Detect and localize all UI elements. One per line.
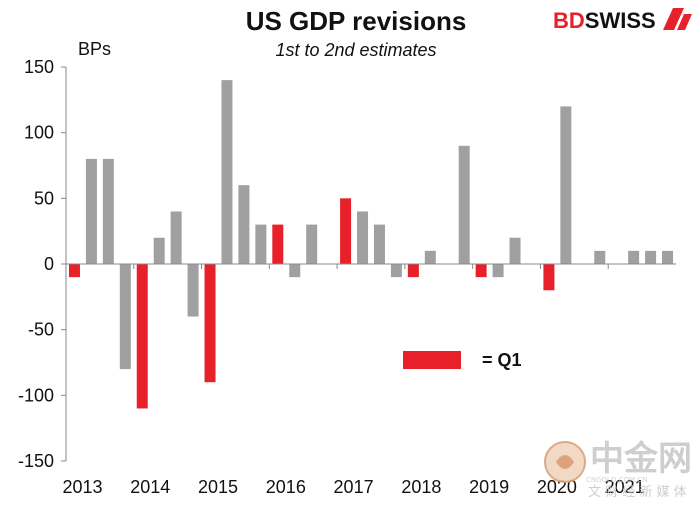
x-tick-label-2017: 2017 (334, 477, 374, 497)
svg-text:BDSWISS: BDSWISS (553, 8, 656, 33)
bar-2015-q2 (221, 80, 233, 264)
x-axis-ticks: 2013 2014 2015 2016 2017 2018 2019 2020 2021 (62, 264, 645, 497)
y-axis-label: BPs (78, 39, 111, 59)
bar-2014-q3 (170, 211, 182, 264)
bar-2017-q4 (390, 264, 402, 278)
bar-2014-q2 (153, 237, 165, 264)
bar-2019-q2 (492, 264, 504, 278)
bar-2015-q1 (204, 264, 216, 383)
x-tick-label-2013: 2013 (62, 477, 102, 497)
bar-2020-q4 (594, 250, 606, 264)
watermark-subtext: 文 财 经 新 媒 体 (588, 484, 687, 500)
bar-2016-q1 (272, 224, 284, 264)
bar-2021-q4 (662, 250, 674, 264)
bar-2016-q2 (289, 264, 301, 278)
y-tick-label: 50 (34, 188, 54, 208)
y-tick-label: -50 (28, 320, 54, 340)
bar-2019-q1 (475, 264, 487, 278)
y-axis-ticks: 150 100 50 0 -50 -100 -150 (18, 57, 66, 471)
y-tick-label: -150 (18, 451, 54, 471)
bar-2018-q2 (424, 250, 436, 264)
brand-part-bd: BD (553, 8, 585, 33)
legend-label-q1: = Q1 (482, 350, 522, 370)
bar-2013-q3 (102, 158, 114, 264)
bar-2013-q1 (68, 264, 80, 278)
bar-2021-q3 (645, 250, 657, 264)
chart-title: US GDP revisions (246, 6, 467, 36)
y-tick-label: -100 (18, 385, 54, 405)
watermark-domain: CNGOLD.COM.CN (586, 476, 647, 484)
bdswiss-logo: BDSWISS (553, 8, 692, 33)
x-tick-label-2014: 2014 (130, 477, 170, 497)
bar-2017-q1 (340, 198, 352, 264)
y-tick-label: 0 (44, 254, 54, 274)
brand-slash-icon (663, 8, 692, 30)
bar-2018-q4 (458, 145, 470, 264)
x-tick-label-2016: 2016 (266, 477, 306, 497)
bar-2015-q4 (255, 224, 267, 264)
watermark: 中金网 CNGOLD.COM.CN 文 财 经 新 媒 体 (544, 439, 692, 500)
bar-series (68, 80, 674, 409)
legend-swatch-q1 (403, 351, 461, 369)
bar-2020-q1 (543, 264, 555, 291)
y-tick-label: 150 (24, 57, 54, 77)
bar-2014-q1 (136, 264, 148, 409)
bar-2016-q3 (306, 224, 318, 264)
legend: = Q1 (403, 350, 522, 370)
bar-2019-q3 (509, 237, 521, 264)
x-tick-label-2015: 2015 (198, 477, 238, 497)
bar-2020-q2 (560, 106, 572, 265)
chart-subtitle: 1st to 2nd estimates (275, 40, 436, 60)
x-tick-label-2019: 2019 (469, 477, 509, 497)
bar-2017-q3 (373, 224, 385, 264)
bar-2018-q1 (407, 264, 419, 278)
bar-2017-q2 (357, 211, 369, 264)
y-tick-label: 100 (24, 123, 54, 143)
bar-2013-q4 (119, 264, 131, 370)
x-tick-label-2021: 2021 (605, 477, 645, 497)
watermark-text: 中金网 (590, 439, 692, 479)
bar-2021-q2 (628, 250, 640, 264)
bar-2014-q4 (187, 264, 199, 317)
bar-2015-q3 (238, 185, 250, 264)
brand-part-swiss: SWISS (585, 8, 656, 33)
x-tick-label-2018: 2018 (401, 477, 441, 497)
bar-2013-q2 (85, 158, 97, 264)
